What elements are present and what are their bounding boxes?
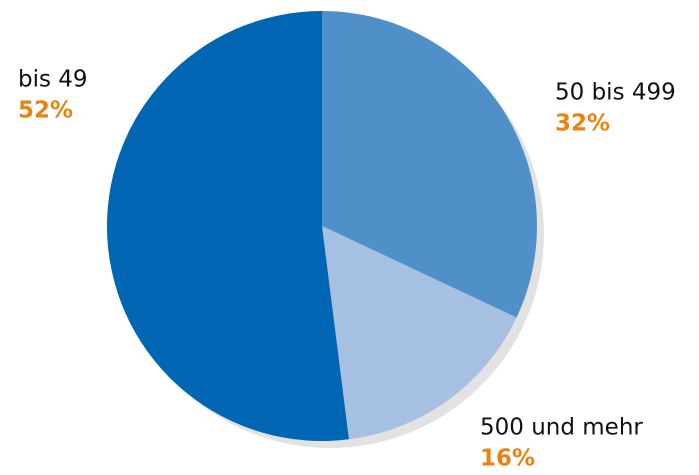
slice-label: bis 49 — [18, 67, 88, 93]
pie-slice — [322, 226, 517, 440]
pie-slice — [322, 11, 537, 318]
value-label: 16% — [480, 446, 535, 472]
value-label: 52% — [18, 98, 73, 124]
slice-label: 50 bis 499 — [555, 80, 676, 106]
pie-slice — [107, 11, 349, 441]
slice-label: 500 und mehr — [480, 415, 643, 441]
value-label: 32% — [555, 111, 610, 137]
